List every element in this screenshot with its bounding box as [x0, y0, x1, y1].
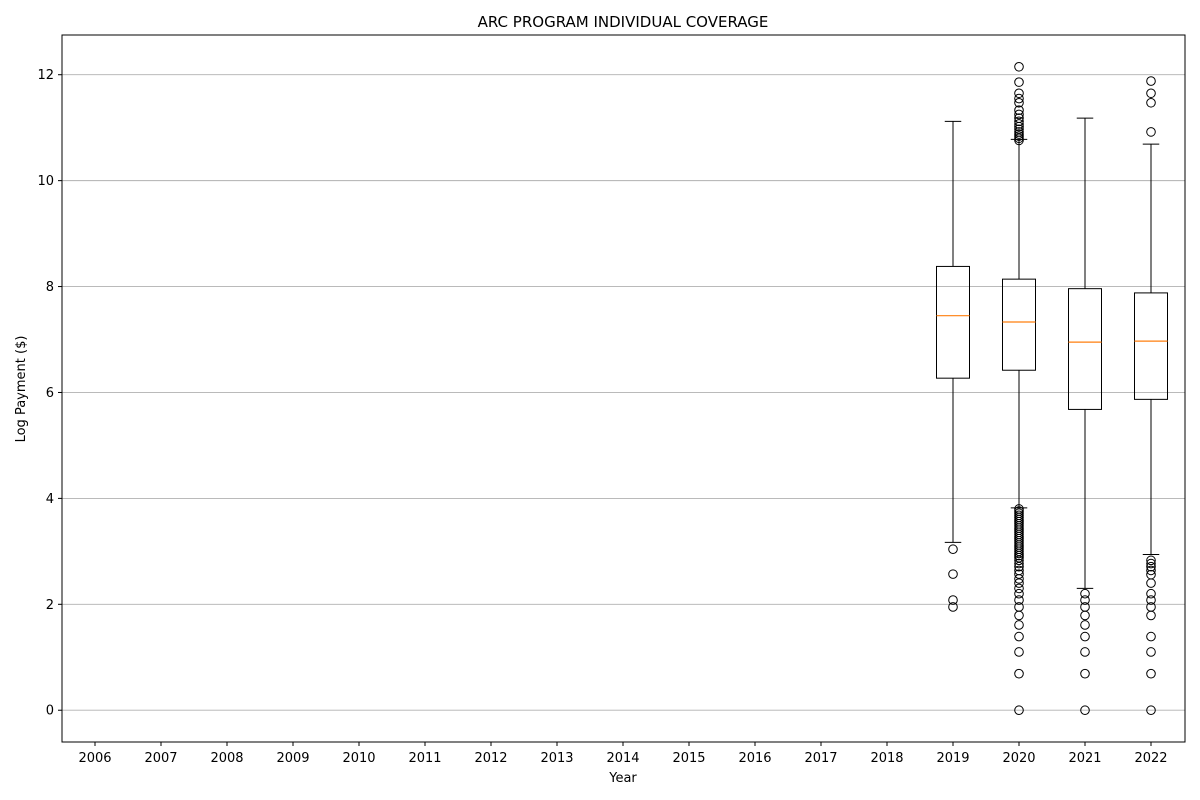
- y-tick-label: 4: [46, 492, 54, 507]
- outlier-point: [1080, 588, 1090, 599]
- y-tick-label: 2: [46, 598, 54, 613]
- outlier-point: [1014, 631, 1024, 642]
- outlier-point: [1080, 705, 1090, 716]
- outlier-point: [1014, 109, 1024, 120]
- outlier-point: [1014, 116, 1024, 127]
- box-series: [936, 61, 1168, 716]
- x-tick-label: 2008: [210, 751, 243, 766]
- x-tick-label: 2015: [672, 751, 705, 766]
- x-tick-label: 2014: [606, 751, 639, 766]
- y-tick-label: 12: [37, 68, 54, 83]
- outlier-point: [1014, 620, 1024, 630]
- x-tick-label: 2022: [1134, 751, 1167, 766]
- outlier-point: [1014, 561, 1024, 572]
- outlier-point: [1146, 647, 1156, 657]
- x-tick-label: 2013: [540, 751, 573, 766]
- outlier-point: [1014, 97, 1024, 108]
- y-axis-ticks: 0 2 4 6 8 10 12: [37, 68, 62, 719]
- outlier-point: [1014, 578, 1024, 588]
- x-tick-label: 2016: [738, 751, 771, 766]
- outlier-point: [1014, 88, 1024, 99]
- box-2022: [1134, 76, 1168, 716]
- outlier-point: [1146, 127, 1156, 137]
- grid-lines: [62, 74, 1185, 711]
- outlier-point: [948, 602, 958, 612]
- iqr-box: [936, 265, 970, 379]
- outlier-point: [1080, 610, 1090, 621]
- x-tick-label: 2010: [342, 751, 375, 766]
- outlier-point: [1146, 610, 1156, 621]
- x-tick-label: 2017: [804, 751, 837, 766]
- outlier-point: [948, 595, 958, 605]
- outlier-point: [1146, 88, 1156, 99]
- outlier-point: [1014, 574, 1024, 584]
- outlier-point: [1146, 561, 1156, 572]
- outlier-point: [1080, 631, 1090, 642]
- y-tick-label: 0: [46, 704, 54, 719]
- outlier-point: [1014, 105, 1024, 116]
- outlier-point: [1146, 595, 1156, 605]
- outlier-point: [1014, 61, 1024, 72]
- y-tick-label: 6: [46, 386, 54, 401]
- outlier-point: [1014, 610, 1024, 621]
- x-tick-label: 2007: [144, 751, 177, 766]
- x-tick-label: 2021: [1068, 751, 1101, 766]
- outlier-point: [1146, 555, 1156, 566]
- iqr-box: [1068, 288, 1102, 410]
- outlier-point: [948, 544, 958, 555]
- outlier-point: [1014, 668, 1024, 679]
- outlier-point: [1014, 555, 1024, 566]
- outlier-point: [1014, 135, 1024, 146]
- outlier-point: [1014, 705, 1024, 716]
- outlier-point: [1146, 565, 1156, 576]
- outlier-point: [1080, 620, 1090, 630]
- box-2020: [1002, 61, 1036, 716]
- y-tick-label: 8: [46, 280, 54, 295]
- outlier-point: [1014, 588, 1024, 599]
- x-axis-label: Year: [608, 771, 637, 786]
- outlier-point: [948, 569, 958, 579]
- y-tick-label: 10: [37, 174, 54, 189]
- outlier-point: [1146, 97, 1156, 108]
- outlier-point: [1014, 77, 1024, 87]
- outlier-point: [1014, 595, 1024, 605]
- iqr-box: [1002, 278, 1036, 371]
- x-tick-label: 2012: [474, 751, 507, 766]
- outlier-point: [1014, 121, 1024, 132]
- outlier-point: [1146, 631, 1156, 642]
- box-2019: [936, 120, 970, 612]
- outlier-point: [1014, 558, 1024, 569]
- x-axis-ticks: 2006 2007 2008 2009 2010 2011 2012 2013 2014 2015…: [78, 742, 1168, 766]
- outlier-point: [1146, 705, 1156, 716]
- outlier-point: [1014, 119, 1024, 129]
- x-tick-label: 2019: [936, 751, 969, 766]
- outlier-point: [1146, 76, 1156, 86]
- outlier-point: [1146, 578, 1156, 588]
- plot-frame: [61, 34, 1186, 743]
- iqr-box: [1134, 292, 1168, 400]
- outlier-point: [1080, 647, 1090, 657]
- outlier-point: [1014, 647, 1024, 657]
- x-tick-label: 2018: [870, 751, 903, 766]
- outlier-point: [1146, 588, 1156, 599]
- x-tick-label: 2006: [78, 751, 111, 766]
- y-axis-label: Log Payment ($): [14, 336, 29, 443]
- box-2021: [1068, 117, 1102, 716]
- x-tick-label: 2020: [1002, 751, 1035, 766]
- outlier-point: [1146, 558, 1156, 569]
- outlier-point: [1146, 668, 1156, 679]
- x-tick-label: 2009: [276, 751, 309, 766]
- outlier-point: [1080, 595, 1090, 605]
- x-tick-label: 2011: [408, 751, 441, 766]
- outlier-point: [1014, 583, 1024, 594]
- chart-title: ARC PROGRAM INDIVIDUAL COVERAGE: [478, 13, 769, 31]
- outlier-point: [1080, 668, 1090, 679]
- outlier-point: [1014, 93, 1024, 104]
